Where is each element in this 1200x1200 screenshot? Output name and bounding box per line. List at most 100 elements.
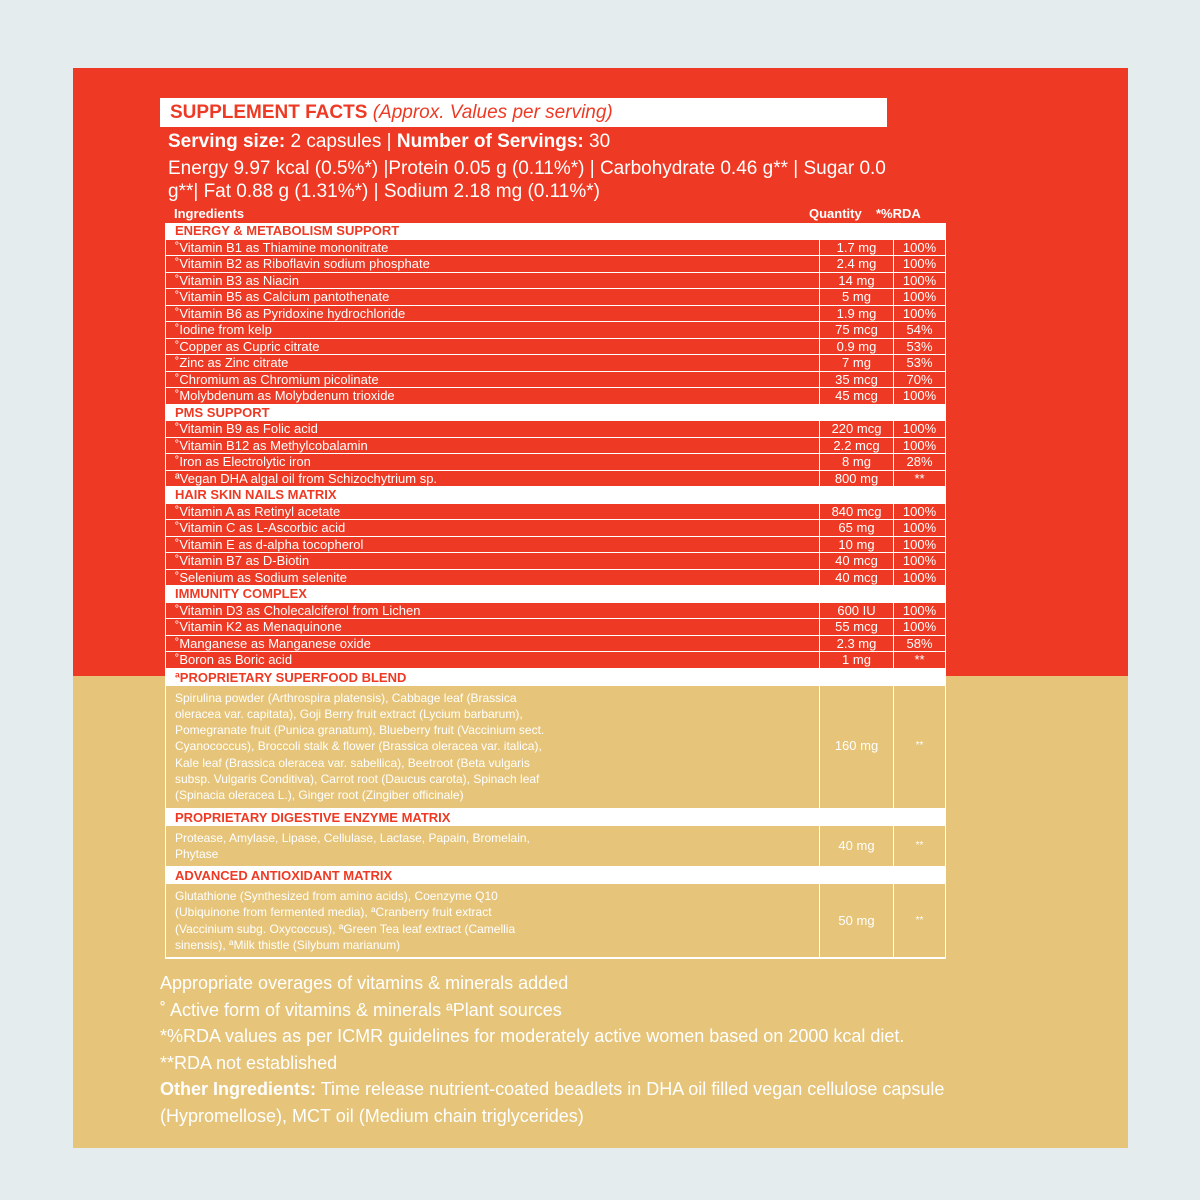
rda: 100% (893, 305, 945, 321)
label-panel (73, 68, 1128, 1148)
blend-row: Spirulina powder (Arthrospira platensis)… (166, 685, 945, 809)
title: SUPPLEMENT FACTS (170, 102, 368, 123)
table-row: ˚Vitamin B12 as Methylcobalamin 2.2 mcg 10… (166, 437, 945, 454)
blend-ingredients: Glutathione (Synthesized from amino acid… (175, 889, 516, 953)
ingredient-name: ˚Iodine from kelp (175, 322, 272, 337)
quantity: 2.2 mcg (819, 437, 893, 453)
table-row: ˚Vitamin E as d-alpha tocopherol 10 mg 100… (166, 536, 945, 553)
table-row: ˚Molybdenum as Molybdenum trioxide 45 mcg… (166, 388, 945, 405)
quantity: 1 mg (819, 652, 893, 668)
ingredient-name: ˚Vitamin B7 as D-Biotin (175, 553, 310, 568)
rda: ** (893, 470, 945, 486)
quantity: 840 mcg (819, 503, 893, 519)
col-ingredients: Ingredients (174, 206, 245, 221)
table-row: ˚Zinc as Zinc citrate 7 mg 53% (166, 355, 945, 372)
ingredient-name: ˚Vitamin B12 as Methylcobalamin (175, 437, 368, 453)
ingredient-name: ˚Vitamin K2 as Menaquinone (175, 619, 342, 634)
quantity: 65 mg (819, 520, 893, 536)
rda-not-established-note: **RDA not established (160, 1052, 338, 1073)
rda: 100% (893, 289, 945, 305)
table-row: ˚Vitamin B6 as Pyridoxine hydrochloride 1… (166, 305, 945, 322)
blend-row: Protease, Amylase, Lipase, Cellulase, La… (166, 825, 945, 868)
separator: | (386, 131, 392, 152)
table-row: ˚Chromium as Chromium picolinate 35 mcg 70… (166, 371, 945, 388)
section-header: IMMUNITY COMPLEX (166, 586, 945, 603)
section-header: ENERGY & METABOLISM SUPPORT (166, 223, 945, 240)
serving-size-label: Serving size: (168, 131, 286, 152)
ingredient-name: ˚Vitamin B9 as Folic acid (175, 421, 318, 436)
rda: 100% (893, 619, 945, 635)
column-headers: Ingredients Quantity *%RDA (174, 206, 944, 221)
ingredient-name: ˚Vitamin A as Retinyl acetate (175, 503, 341, 519)
quantity: 2.3 mg (819, 635, 893, 651)
quantity: 5 mg (819, 289, 893, 305)
blend-row: Glutathione (Synthesized from amino acid… (166, 884, 945, 959)
table-row: ˚Vitamin B9 as Folic acid 220 mcg 100% (166, 421, 945, 438)
rda: 100% (893, 239, 945, 255)
quantity: 8 mg (819, 454, 893, 470)
rda: 100% (893, 536, 945, 552)
subtitle: (Approx. Values per serving) (372, 102, 613, 123)
quantity: 0.9 mg (819, 338, 893, 354)
table-row: ˚Vitamin K2 as Menaquinone 55 mcg 100% (166, 619, 945, 636)
ingredient-name: ˚Selenium as Sodium selenite (175, 569, 347, 585)
overages-note: Appropriate overages of vitamins & miner… (160, 973, 569, 993)
table-row: ˚Vitamin B5 as Calcium pantothenate 5 mg 1… (166, 289, 945, 306)
rda: 100% (893, 602, 945, 618)
rda: 100% (893, 437, 945, 453)
quantity: 35 mcg (819, 371, 893, 387)
serving-info: Serving size: 2 capsules | Number of Ser… (168, 131, 610, 153)
rda: 53% (893, 338, 945, 354)
other-ingredients: Other Ingredients: Time release nutrient… (160, 1076, 1060, 1129)
quantity: 800 mg (819, 470, 893, 486)
table-row: ˚Boron as Boric acid 1 mg ** (166, 652, 945, 669)
ingredient-name: ˚Iron as Electrolytic iron (175, 454, 311, 469)
rda: ** (893, 884, 945, 958)
quantity: 1.7 mg (819, 239, 893, 255)
table-row: ˚Vitamin C as L-Ascorbic acid 65 mg 100% (166, 520, 945, 537)
table-row: ˚Vitamin B1 as Thiamine mononitrate 1.7 m… (166, 239, 945, 256)
table-row: ˚Iodine from kelp 75 mcg 54% (166, 322, 945, 339)
ingredient-name: ˚Boron as Boric acid (175, 652, 293, 667)
other-ingredients-text: Time release nutrient-coated beadlets in… (160, 1079, 945, 1126)
table-row: ˚Vitamin B3 as Niacin 14 mg 100% (166, 272, 945, 289)
col-quantity: Quantity (809, 206, 862, 221)
quantity: 14 mg (819, 272, 893, 288)
ingredient-name: ˚Vitamin D3 as Cholecalciferol from Lich… (175, 602, 421, 618)
rda: 100% (893, 569, 945, 585)
ingredient-name: ªVegan DHA algal oil from Schizochytrium… (175, 470, 438, 486)
ingredient-name: ˚Vitamin B3 as Niacin (175, 272, 300, 288)
quantity: 55 mcg (819, 619, 893, 635)
ingredient-name: ˚Vitamin E as d-alpha tocopherol (175, 536, 364, 552)
quantity: 45 mcg (819, 388, 893, 404)
other-ingredients-label: Other Ingredients: (160, 1079, 317, 1099)
ingredient-name: ˚Molybdenum as Molybdenum trioxide (175, 388, 395, 403)
rda: 100% (893, 503, 945, 519)
ingredient-name: ˚Vitamin B1 as Thiamine mononitrate (175, 239, 389, 255)
table-row: ˚Copper as Cupric citrate 0.9 mg 53% (166, 338, 945, 355)
rda: 54% (893, 322, 945, 338)
rda: 100% (893, 553, 945, 569)
quantity: 75 mcg (819, 322, 893, 338)
rda: 100% (893, 520, 945, 536)
ingredient-name: ˚Vitamin B6 as Pyridoxine hydrochloride (175, 305, 406, 321)
quantity: 160 mg (819, 685, 893, 808)
ingredient-name: ˚Copper as Cupric citrate (175, 338, 320, 354)
title-bar: SUPPLEMENT FACTS (Approx. Values per ser… (160, 98, 887, 127)
table-row: ªVegan DHA algal oil from Schizochytrium… (166, 470, 945, 487)
table-row: ˚Vitamin B2 as Riboflavin sodium phospha… (166, 256, 945, 273)
table-row: ˚Vitamin B7 as D-Biotin 40 mcg 100% (166, 553, 945, 570)
blend-ingredients: Protease, Amylase, Lipase, Cellulase, La… (175, 830, 530, 861)
rda: ** (893, 825, 945, 867)
rda-note: *%RDA values as per ICMR guidelines for … (160, 1026, 905, 1046)
col-rda: *%RDA (876, 206, 921, 221)
blend-ingredients: Spirulina powder (Arthrospira platensis)… (175, 690, 545, 803)
quantity: 7 mg (819, 355, 893, 371)
blend-header: ªPROPRIETARY SUPERFOOD BLEND (166, 668, 945, 686)
rda: ** (893, 685, 945, 808)
ingredient-name: ˚Vitamin B2 as Riboflavin sodium phospha… (175, 256, 430, 271)
quantity: 50 mg (819, 884, 893, 958)
ingredient-name: ˚Vitamin C as L-Ascorbic acid (175, 520, 346, 535)
blend-header: ADVANCED ANTIOXIDANT MATRIX (166, 867, 945, 885)
footer-notes: Appropriate overages of vitamins & miner… (160, 970, 1060, 1129)
